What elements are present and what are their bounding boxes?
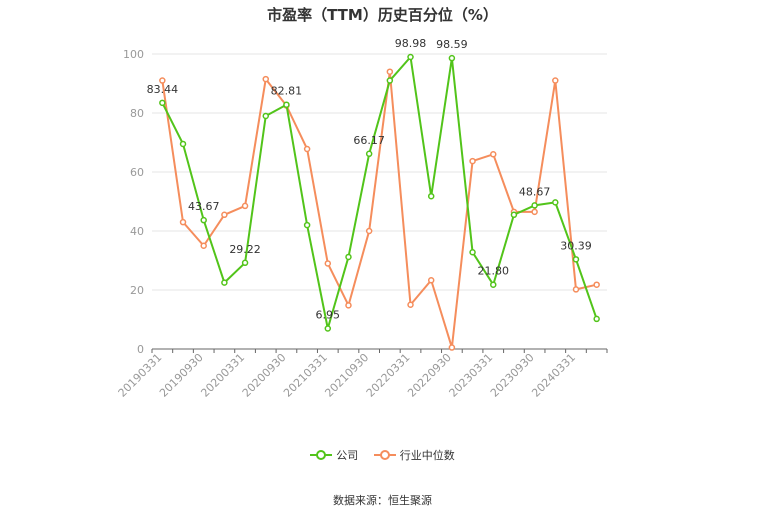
- data-label: 30.39: [560, 239, 592, 252]
- y-tick-label: 0: [137, 343, 144, 356]
- data-point-1: [448, 344, 456, 351]
- chart-title: 市盈率（TTM）历史百分位（%）: [267, 6, 498, 24]
- y-tick-label: 60: [130, 166, 144, 179]
- y-tick-label: 20: [130, 284, 144, 297]
- data-label: 43.67: [188, 200, 220, 213]
- data-point-0: [448, 54, 456, 62]
- x-tick-label: 20240331: [529, 351, 578, 400]
- y-tick-label: 40: [130, 225, 144, 238]
- data-label: 82.81: [271, 85, 303, 98]
- data-point-1: [469, 157, 476, 165]
- data-point-0: [200, 216, 207, 224]
- data-point-0: [593, 315, 600, 323]
- data-point-1: [427, 277, 435, 284]
- series-line-1: [161, 70, 597, 349]
- x-tick-label: 20190930: [157, 351, 206, 400]
- x-tick-label: 20200331: [198, 351, 247, 400]
- data-point-1: [200, 242, 207, 249]
- data-point-0: [262, 112, 269, 120]
- data-point-1: [324, 260, 332, 267]
- data-label: 98.59: [436, 38, 468, 51]
- data-label: 6.95: [316, 308, 341, 321]
- data-point-1: [365, 227, 373, 235]
- y-tick-label: 80: [130, 107, 144, 120]
- data-point-1: [386, 68, 394, 75]
- x-tick-label: 20200930: [240, 351, 289, 400]
- plot-area: 0 20 40 60 80 100 2019033120190930202003312020…: [116, 37, 608, 400]
- legend-swatch-company: [310, 450, 333, 460]
- data-point-0: [531, 202, 538, 209]
- data-point-0: [283, 101, 290, 108]
- data-point-0: [179, 140, 187, 148]
- data-point-1: [303, 145, 311, 153]
- data-point-0: [427, 192, 435, 200]
- data-label: 21.80: [478, 265, 510, 278]
- data-point-1: [552, 77, 559, 84]
- legend-item-company[interactable]: 公司: [310, 447, 358, 463]
- data-label: 29.22: [229, 243, 261, 256]
- data-point-1: [221, 211, 228, 219]
- data-point-0: [345, 253, 352, 261]
- legend: 公司 行业中位数: [0, 447, 765, 463]
- series-line-0: [161, 56, 598, 330]
- data-point-1: [241, 202, 249, 210]
- legend-label-company: 公司: [336, 449, 359, 462]
- data-point-0: [469, 248, 476, 256]
- x-tick-label: 20190331: [116, 351, 165, 400]
- data-point-1: [490, 151, 497, 158]
- data-label: 98.98: [395, 37, 427, 50]
- data-point-0: [221, 279, 228, 286]
- data-label: 66.17: [353, 134, 385, 147]
- x-tick-label: 20210930: [322, 351, 371, 400]
- data-label: 48.67: [519, 185, 551, 198]
- data-point-1: [179, 218, 187, 226]
- data-point-0: [386, 77, 394, 84]
- x-tick-label: 20230331: [447, 351, 496, 400]
- data-point-1: [531, 208, 538, 216]
- x-tick-label: 20230930: [488, 351, 537, 400]
- data-point-1: [593, 281, 600, 288]
- legend-item-industry[interactable]: 行业中位数: [373, 447, 455, 463]
- data-point-1: [159, 77, 166, 84]
- legend-swatch-industry: [373, 450, 396, 460]
- data-point-0: [159, 99, 166, 107]
- data-point-0: [303, 221, 311, 229]
- data-point-0: [241, 259, 249, 267]
- x-tick-label: 20220331: [364, 351, 413, 400]
- data-point-1: [407, 301, 414, 308]
- data-point-0: [365, 150, 373, 158]
- data-point-0: [552, 199, 559, 206]
- data-label: 83.44: [147, 83, 179, 96]
- data-point-1: [345, 302, 352, 309]
- data-source-note: 数据来源：恒生聚源: [333, 494, 432, 507]
- y-tick-label: 100: [123, 48, 144, 61]
- data-point-0: [490, 281, 497, 288]
- data-point-0: [324, 325, 332, 332]
- data-point-0: [407, 53, 414, 61]
- x-tick-label: 20210331: [281, 351, 330, 400]
- legend-label-industry: 行业中位数: [399, 449, 455, 462]
- data-point-0: [510, 211, 518, 219]
- data-point-0: [572, 256, 580, 263]
- data-point-1: [572, 286, 580, 293]
- data-point-1: [262, 75, 269, 83]
- x-tick-label: 20220930: [405, 351, 454, 400]
